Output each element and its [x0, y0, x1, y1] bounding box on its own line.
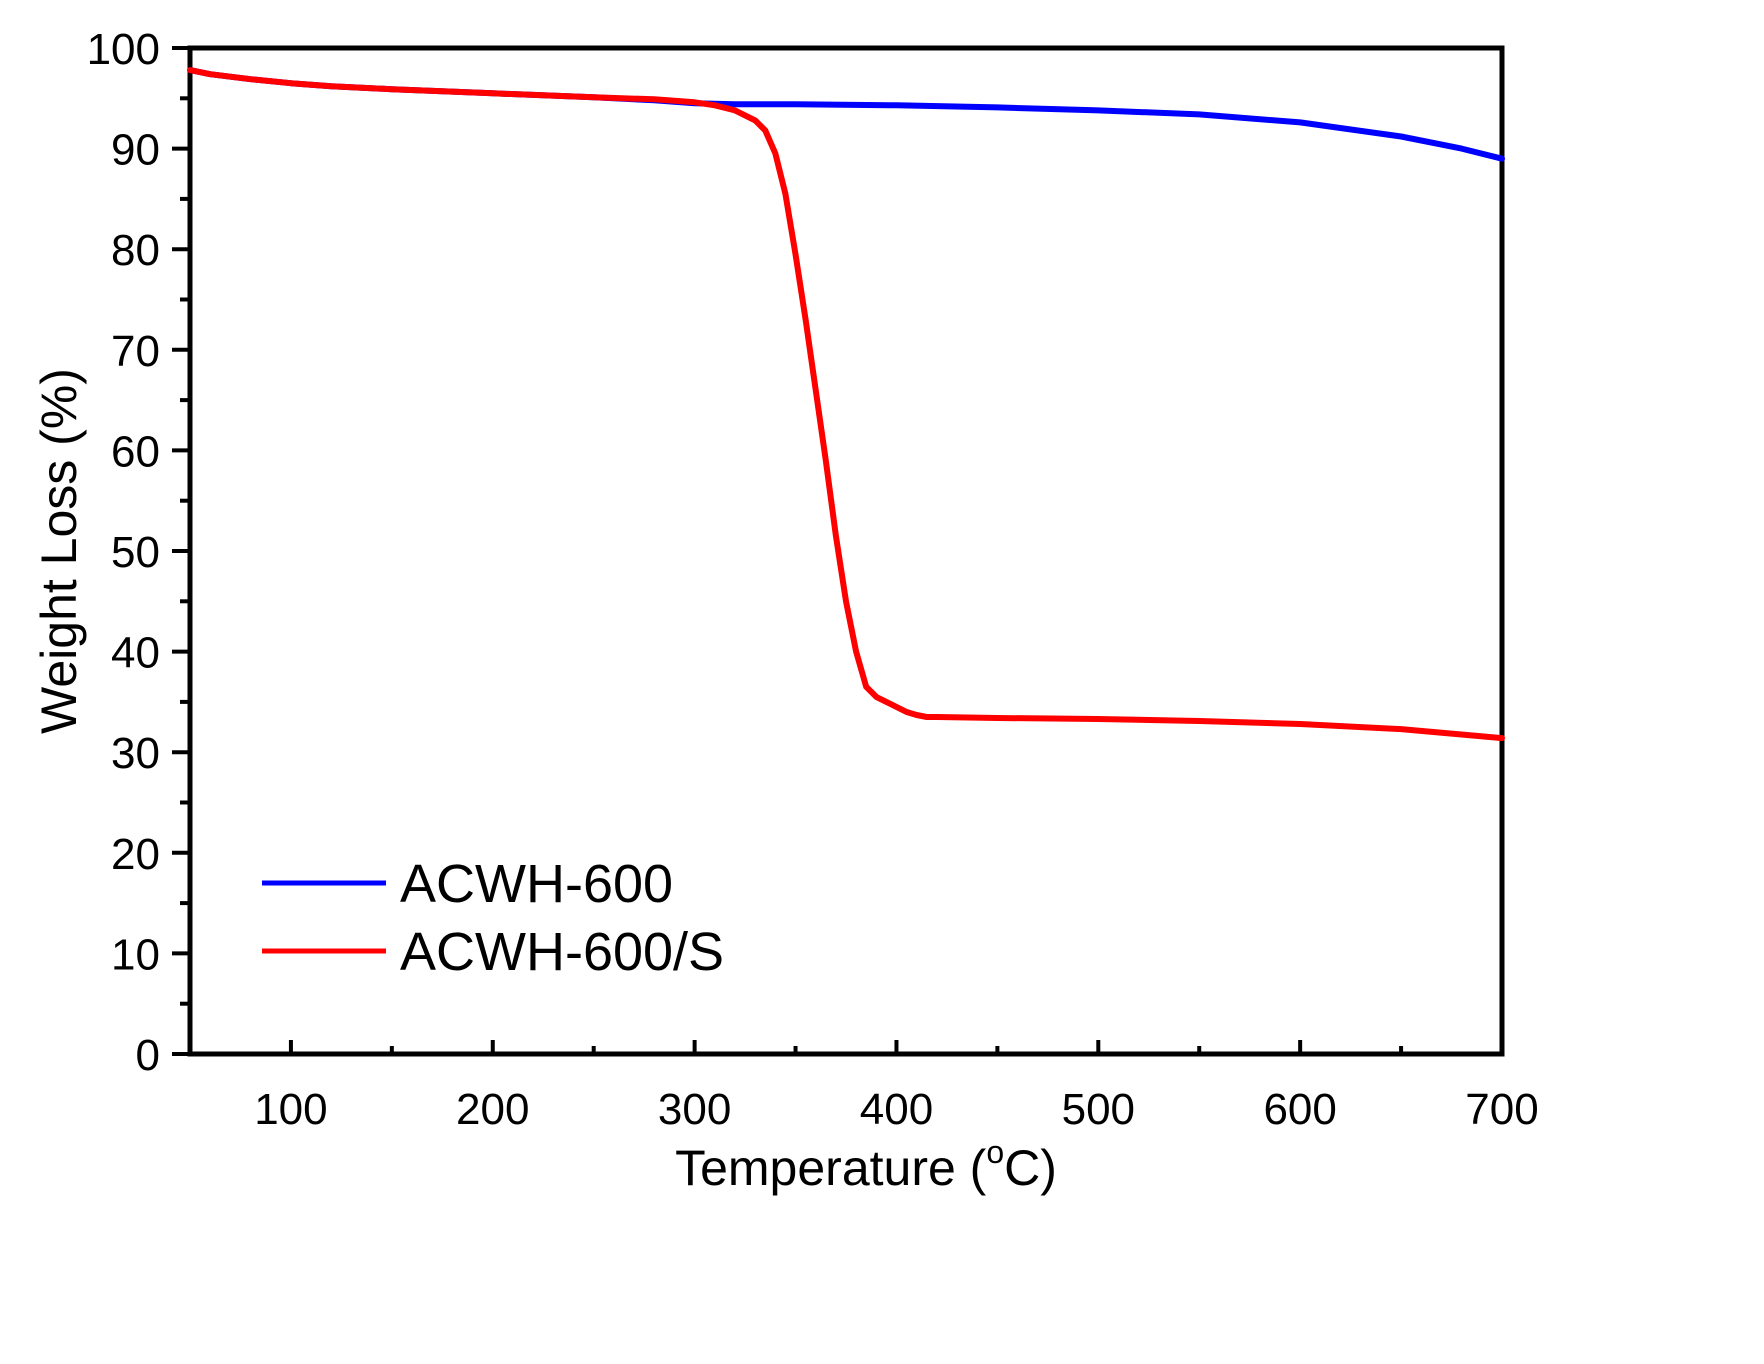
y-axis-title: Weight Loss (%) — [31, 368, 87, 734]
series-line-acwh-600 — [187, 67, 1505, 162]
x-tick-label-700: 700 — [1465, 1085, 1538, 1134]
series-line-acwh-600-s — [187, 67, 1505, 742]
ticks — [172, 46, 1504, 1056]
legend-label-acwh-600: ACWH-600 — [400, 854, 673, 914]
y-tick-label-60: 60 — [111, 427, 160, 476]
y-tick-label-90: 90 — [111, 126, 160, 175]
y-tick-label-50: 50 — [111, 528, 160, 577]
x-tick-label-200: 200 — [456, 1085, 529, 1134]
y-tick-label-10: 10 — [111, 930, 160, 979]
x-tick-label-100: 100 — [254, 1085, 327, 1134]
x-tick-label-500: 500 — [1062, 1085, 1135, 1134]
x-tick-label-400: 400 — [860, 1085, 933, 1134]
y-tick-label-0: 0 — [136, 1031, 160, 1080]
y-tick-label-40: 40 — [111, 629, 160, 678]
x-axis-title-main: Temperature ( — [675, 1140, 987, 1196]
x-tick-label-600: 600 — [1263, 1085, 1336, 1134]
x-axis-title: Temperature (oC) — [675, 1134, 1057, 1196]
x-axis-title-suffix: C) — [1004, 1140, 1057, 1196]
legend: ACWH-600 ACWH-600/S — [262, 854, 724, 982]
x-axis-title-sup: o — [986, 1134, 1004, 1170]
series-lines — [187, 67, 1505, 742]
y-tick-label-20: 20 — [111, 830, 160, 879]
plot-frame — [187, 45, 1505, 1057]
x-tick-label-300: 300 — [658, 1085, 731, 1134]
y-tick-label-70: 70 — [111, 327, 160, 376]
legend-label-acwh-600-s: ACWH-600/S — [400, 922, 724, 982]
y-tick-label-100: 100 — [87, 25, 160, 74]
y-tick-label-80: 80 — [111, 226, 160, 275]
y-tick-label-30: 30 — [111, 729, 160, 778]
tick-labels: 100 200 300 400 500 600 700 0 10 20 30 40 50 60 70 80 90… — [87, 25, 1539, 1134]
